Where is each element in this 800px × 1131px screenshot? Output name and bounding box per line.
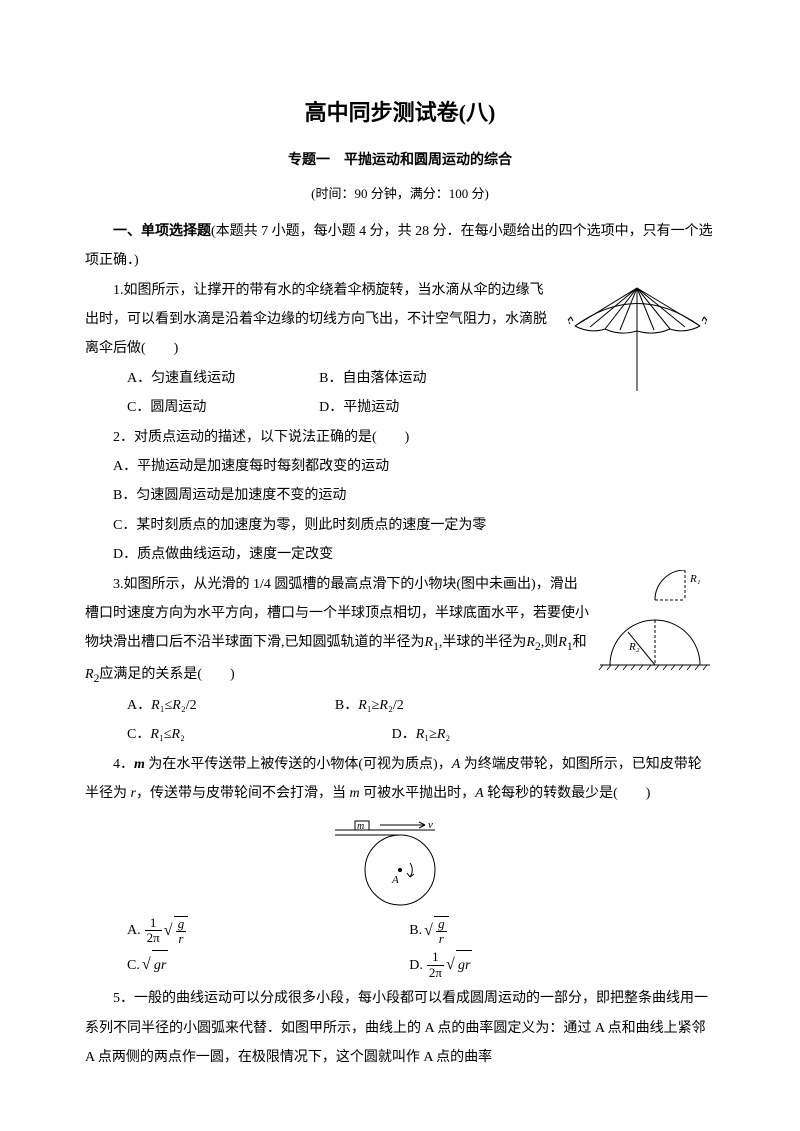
q1-opt-b: B．自由落体运动 — [319, 364, 511, 393]
q4-options: A. 12π gr B. gr C. gr D. 12π gr — [127, 916, 715, 981]
q1-opt-d: D．平抛运动 — [319, 393, 511, 422]
q3-text: 3.如图所示，从光滑的 1/4 圆弧槽的最高点滑下的小物块(图中未画出)，滑出槽… — [85, 570, 715, 691]
section-heading-1: 一、单项选择题(本题共 7 小题，每小题 4 分，共 28 分．在每小题给出的四… — [85, 217, 715, 276]
svg-text:m: m — [357, 821, 364, 832]
q5-text: 5．一般的曲线运动可以分成很多小段，每小段都可以看成圆周运动的一部分，即把整条曲… — [85, 984, 715, 1072]
q3-options: A．R₁≤R₂/2 B．R₁≥R₂/2 — [127, 691, 589, 720]
q3-opt-b: B．R₁≥R₂/2 — [335, 691, 543, 720]
question-3: R₁ R₂ — [85, 570, 715, 750]
q4-opt-d: D. 12π gr — [409, 950, 691, 980]
q4-opt-c: C. gr — [127, 950, 409, 980]
q3-opt-a: A．R₁≤R₂/2 — [127, 691, 335, 720]
question-1: 1.如图所示，让撑开的带有水的伞绕着伞柄旋转，当水滴从伞的边缘飞出时，可以看到水… — [85, 276, 715, 423]
q3-opt-c: C．R₁≤R₂ — [127, 720, 392, 749]
q2-opt-a: A．平抛运动是加速度每时每刻都改变的运动 — [85, 452, 715, 481]
q4-opt-b: B. gr — [409, 916, 691, 947]
q1-opt-a: A．匀速直线运动 — [127, 364, 319, 393]
question-4: 4．m 为在水平传送带上被传送的小物体(可视为质点)，A 为终端皮带轮，如图所示… — [85, 750, 715, 981]
page-title: 高中同步测试卷(八) — [85, 90, 715, 136]
section-heading-prefix: 一、单项选择题 — [113, 224, 211, 239]
question-5: 5．一般的曲线运动可以分成很多小段，每小段都可以看成圆周运动的一部分，即把整条曲… — [85, 984, 715, 1072]
q1-options-2: C．圆周运动 D．平抛运动 — [127, 393, 554, 422]
q2-text: 2．对质点运动的描述，以下说法正确的是( ) — [85, 423, 715, 452]
q4-opt-a: A. 12π gr — [127, 916, 409, 947]
svg-text:v: v — [428, 819, 433, 831]
q3-opt-d: D．R₁≥R₂ — [392, 720, 657, 749]
page-subtitle: 专题一 平抛运动和圆周运动的综合 — [85, 146, 715, 175]
page-meta: (时间：90 分钟，满分：100 分) — [85, 180, 715, 207]
q4-text: 4．m 为在水平传送带上被传送的小物体(可视为质点)，A 为终端皮带轮，如图所示… — [85, 750, 715, 809]
q1-options: A．匀速直线运动 B．自由落体运动 — [127, 364, 554, 393]
q1-text: 1.如图所示，让撑开的带有水的伞绕着伞柄旋转，当水滴从伞的边缘飞出时，可以看到水… — [85, 276, 715, 364]
q2-opt-b: B．匀速圆周运动是加速度不变的运动 — [85, 481, 715, 510]
q1-opt-c: C．圆周运动 — [127, 393, 319, 422]
belt-diagram: m v A — [85, 815, 715, 910]
svg-text:A: A — [391, 874, 399, 886]
q2-opt-c: C．某时刻质点的加速度为零，则此时刻质点的速度一定为零 — [85, 511, 715, 540]
q3-options-2: C．R₁≤R₂ D．R₁≥R₂ — [127, 720, 715, 749]
q2-opt-d: D．质点做曲线运动，速度一定改变 — [85, 540, 715, 569]
question-2: 2．对质点运动的描述，以下说法正确的是( ) A．平抛运动是加速度每时每刻都改变… — [85, 423, 715, 570]
